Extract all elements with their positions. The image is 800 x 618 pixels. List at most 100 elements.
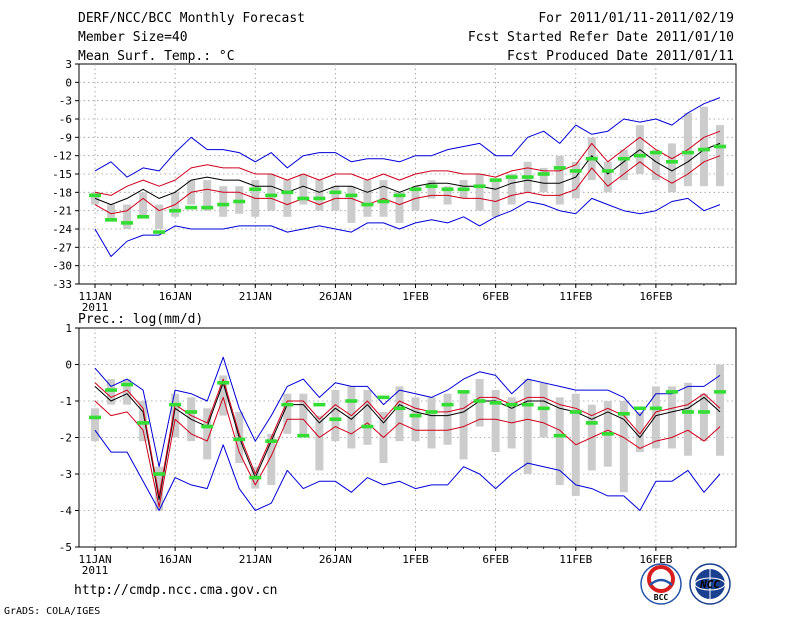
- observed-marker: [425, 184, 438, 189]
- observed-marker: [201, 424, 214, 429]
- x-tick-label: 16JAN: [159, 290, 192, 303]
- observed-marker: [473, 399, 486, 403]
- spread-bar: [459, 390, 468, 460]
- observed-marker: [153, 472, 166, 476]
- observed-marker: [233, 437, 246, 442]
- lower_blue-line: [94, 197, 721, 257]
- spread-bar: [395, 192, 404, 223]
- observed-marker: [521, 175, 534, 179]
- spread-bar: [619, 401, 628, 493]
- spread-bar: [635, 411, 644, 453]
- spread-bar: [267, 433, 276, 485]
- spread-bar: [491, 180, 500, 217]
- fcst-produced-date: Fcst Produced Date 2011/01/11: [507, 49, 734, 64]
- observed-marker: [329, 417, 342, 422]
- observed-marker: [249, 187, 262, 192]
- forecast-period: For 2011/01/11-2011/02/19: [538, 11, 734, 26]
- grads-credit: GrADS: COLA/IGES: [4, 606, 100, 617]
- observed-marker: [649, 406, 662, 411]
- y-tick-label: -3: [59, 95, 72, 108]
- observed-marker: [633, 406, 646, 411]
- x-tick-label: 1FEB: [402, 553, 429, 566]
- observed-marker: [425, 410, 438, 414]
- x-year-label: 2011: [82, 564, 109, 577]
- y-tick-label: -15: [52, 168, 72, 181]
- spread-bar: [107, 204, 116, 220]
- observed-marker: [185, 410, 198, 414]
- spread-bar: [171, 393, 180, 438]
- observed-marker: [313, 196, 326, 201]
- x-tick-label: 11JAN: [78, 290, 111, 303]
- observed-marker: [345, 399, 358, 403]
- spread-bar: [427, 180, 436, 199]
- observed-marker: [537, 172, 550, 176]
- observed-marker: [713, 390, 726, 394]
- spread-bar: [651, 149, 660, 181]
- upper_red-line: [94, 378, 721, 497]
- spread-bar: [363, 390, 372, 445]
- spread-bar: [203, 180, 212, 211]
- spread-bar: [475, 379, 484, 427]
- spread-bar: [507, 174, 516, 205]
- y-tick-label: -9: [59, 131, 72, 144]
- x-tick-label: 16FEB: [639, 553, 672, 566]
- source-url: http://cmdp.ncc.cma.gov.cn: [74, 583, 278, 598]
- observed-marker: [409, 413, 422, 418]
- observed-marker: [553, 166, 566, 170]
- y-tick-label: -3: [59, 468, 72, 481]
- upper_blue-line: [94, 97, 721, 178]
- y-tick-label: -24: [52, 223, 72, 236]
- observed-marker: [89, 193, 102, 198]
- y-tick-label: -33: [52, 278, 72, 291]
- spread-bar: [395, 386, 404, 442]
- spread-bar: [107, 379, 116, 405]
- precip-panel-title: Prec.: log(mm/d): [78, 312, 203, 327]
- spread-bar: [651, 386, 660, 449]
- observed-marker: [137, 214, 150, 219]
- x-tick-label: 11FEB: [559, 290, 592, 303]
- observed-marker: [489, 178, 502, 182]
- observed-marker: [665, 390, 678, 394]
- y-tick-label: 0: [65, 76, 72, 89]
- observed-marker: [217, 202, 230, 207]
- observed-marker: [505, 175, 518, 179]
- observed-marker: [393, 193, 406, 198]
- x-tick-label: 21JAN: [239, 553, 272, 566]
- observed-marker: [105, 218, 118, 222]
- chart-title-line3: Mean Surf. Temp.: °C: [78, 49, 235, 64]
- observed-marker: [265, 439, 278, 443]
- x-tick-label: 21JAN: [239, 290, 272, 303]
- x-tick-label: 26JAN: [319, 553, 352, 566]
- observed-marker: [185, 205, 198, 210]
- observed-marker: [521, 402, 534, 407]
- observed-marker: [681, 410, 694, 414]
- y-tick-label: -27: [52, 241, 72, 254]
- observed-marker: [121, 382, 134, 387]
- spread-bar: [699, 393, 708, 442]
- x-tick-label: 6FEB: [482, 553, 509, 566]
- spread-bar: [123, 204, 132, 229]
- observed-marker: [265, 193, 278, 198]
- spread-bar: [139, 401, 148, 442]
- spread-bar: [219, 186, 228, 217]
- y-tick-label: 0: [65, 359, 72, 372]
- spread-bar: [427, 397, 436, 449]
- observed-marker: [633, 153, 646, 158]
- spread-bar: [267, 174, 276, 211]
- observed-marker: [601, 432, 614, 436]
- spread-bar: [491, 390, 500, 453]
- spread-bar: [411, 397, 420, 442]
- spread-bar: [475, 174, 484, 211]
- observed-marker: [553, 433, 566, 438]
- chart-title-line2: Member Size=40: [78, 30, 188, 45]
- observed-marker: [137, 421, 150, 425]
- ensemble_mean-line: [94, 382, 721, 501]
- spread-bar: [315, 180, 324, 211]
- spread-bar: [331, 390, 340, 442]
- spread-bar: [219, 375, 228, 416]
- ncc-logo: NCC: [689, 563, 731, 605]
- observed-marker: [697, 147, 710, 152]
- observed-marker: [585, 421, 598, 425]
- spread-bar: [539, 167, 548, 193]
